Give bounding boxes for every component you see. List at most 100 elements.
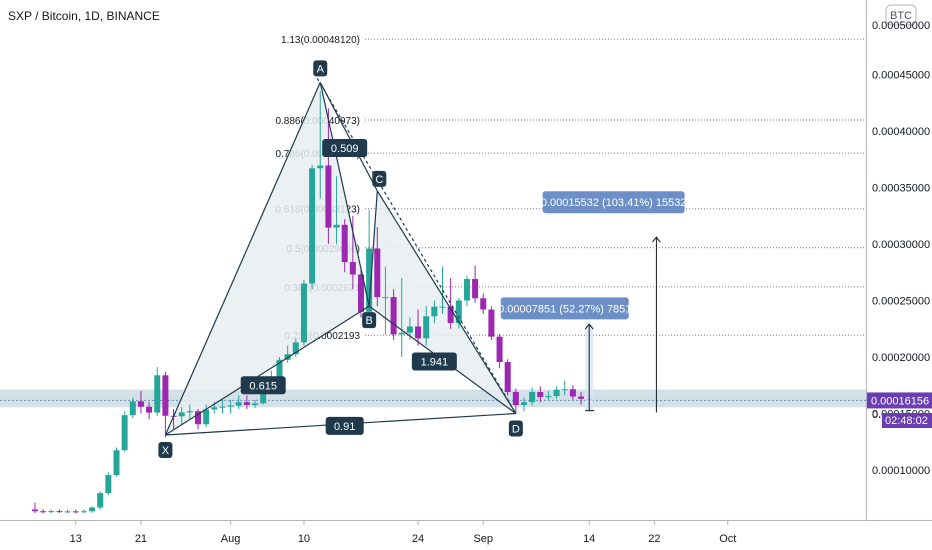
candle-body[interactable] <box>561 389 568 391</box>
time-axis-tick: 24 <box>412 533 424 545</box>
candle-body[interactable] <box>447 306 454 324</box>
pattern-point-a-label: A <box>317 63 325 75</box>
candle-body[interactable] <box>496 336 503 363</box>
candle-body[interactable] <box>203 409 210 425</box>
candle-body[interactable] <box>333 224 340 228</box>
candle-body[interactable] <box>553 389 560 396</box>
price-axis-tick: 0.00020000 <box>872 352 930 364</box>
candle-body[interactable] <box>219 406 226 408</box>
candle-body[interactable] <box>382 297 389 299</box>
candle-body[interactable] <box>341 224 348 263</box>
pattern-leg-ab[interactable] <box>319 82 370 307</box>
candle-body[interactable] <box>439 306 446 308</box>
candle-body[interactable] <box>64 511 71 513</box>
candle-body[interactable] <box>317 165 324 169</box>
candle-body[interactable] <box>504 362 511 393</box>
candle-body[interactable] <box>235 402 242 406</box>
candle-body[interactable] <box>89 507 96 512</box>
candle-body[interactable] <box>252 403 259 406</box>
currency-badge-label: BTC <box>890 10 912 22</box>
candle-body[interactable] <box>276 359 283 377</box>
pattern-leg-xb[interactable] <box>165 305 370 436</box>
candle-body[interactable] <box>129 401 136 416</box>
candle-body[interactable] <box>366 248 373 312</box>
price-axis[interactable]: 0.000100000.000150000.000200000.00025000… <box>872 70 930 478</box>
pattern-leg-xa[interactable] <box>164 82 321 436</box>
pattern-point-c-label: C <box>375 174 383 186</box>
candle-body[interactable] <box>488 309 495 337</box>
pattern-leg-cd[interactable] <box>376 190 517 414</box>
candle-body[interactable] <box>521 402 527 406</box>
pattern-point-b-label: B <box>365 315 372 327</box>
pattern-ratio-badge <box>325 416 364 435</box>
candle-body[interactable] <box>390 297 397 335</box>
bar-countdown-label: 02:48:02 <box>885 415 928 427</box>
candle-body[interactable] <box>32 509 38 512</box>
measure-label: 0.00007851 (52.27%) 7851 <box>498 303 631 315</box>
candle-body[interactable] <box>529 392 536 403</box>
candle-body[interactable] <box>97 493 104 508</box>
candle-body[interactable] <box>56 511 63 513</box>
price-axis-tick-partial: 0.00050000 <box>872 20 930 32</box>
price-range-measurements[interactable]: 0.00007851 (52.27%) 7851 0.00015532 (103.… <box>498 191 686 413</box>
candle-body[interactable] <box>512 392 519 406</box>
candle-body[interactable] <box>105 475 112 494</box>
pattern-leg-ad[interactable] <box>316 78 517 414</box>
measure-label-box[interactable] <box>500 297 629 320</box>
candle-body[interactable] <box>243 402 250 406</box>
candle-body[interactable] <box>431 306 438 317</box>
pattern-ratio-badge <box>240 376 286 395</box>
candle-body[interactable] <box>195 411 201 425</box>
candle-body[interactable] <box>325 165 332 228</box>
pattern-ratio-label: 0.615 <box>249 380 277 392</box>
candle-body[interactable] <box>48 511 55 513</box>
candle-body[interactable] <box>260 386 267 404</box>
pattern-leg-bc[interactable] <box>368 190 378 307</box>
candle-body[interactable] <box>472 279 479 299</box>
harmonic-pattern-lines[interactable] <box>164 78 517 436</box>
candle-body[interactable] <box>154 375 161 413</box>
candle-body[interactable] <box>480 298 487 310</box>
price-axis-tick: 0.00045000 <box>872 70 930 82</box>
candle-body[interactable] <box>374 248 381 298</box>
time-axis-tick: 14 <box>583 533 595 545</box>
candle-body[interactable] <box>569 389 576 397</box>
candlestick-series[interactable] <box>32 91 593 514</box>
candle-body[interactable] <box>398 332 405 335</box>
candle-body[interactable] <box>463 279 470 301</box>
candle-body[interactable] <box>415 326 422 339</box>
measure-arrowhead <box>652 236 661 243</box>
candle-body[interactable] <box>578 396 585 399</box>
price-axis-tick: 0.00010000 <box>872 465 930 477</box>
time-axis[interactable]: 13 21 Aug 10 24 Sep 14 22 Oct <box>70 520 737 545</box>
candle-body[interactable] <box>292 342 299 355</box>
candle-body[interactable] <box>72 511 79 513</box>
measure-arrowhead <box>584 323 594 330</box>
candle-body[interactable] <box>455 300 462 324</box>
candle-body[interactable] <box>178 412 185 417</box>
candle-body[interactable] <box>309 168 316 284</box>
candle-body[interactable] <box>358 274 364 312</box>
candle-body[interactable] <box>227 405 234 407</box>
candle-body[interactable] <box>186 411 193 413</box>
candle-body[interactable] <box>545 395 552 398</box>
candle-body[interactable] <box>146 406 153 413</box>
measure-label-box[interactable] <box>542 191 685 214</box>
candle-body[interactable] <box>80 511 87 513</box>
candle-body[interactable] <box>423 316 430 339</box>
candle-body[interactable] <box>162 375 169 416</box>
candle-body[interactable] <box>121 415 128 451</box>
candle-body[interactable] <box>137 401 144 407</box>
candle-body[interactable] <box>406 326 413 333</box>
pattern-point-x-label: X <box>162 445 170 457</box>
candle-body[interactable] <box>40 511 47 513</box>
pattern-point-badge <box>362 312 377 329</box>
time-axis-tick: Sep <box>473 533 493 545</box>
currency-badge[interactable]: BTC <box>885 4 917 26</box>
candle-body[interactable] <box>113 450 120 476</box>
candle-body[interactable] <box>300 283 307 343</box>
candle-body[interactable] <box>349 262 356 275</box>
candle-body[interactable] <box>537 392 544 398</box>
candle-body[interactable] <box>211 407 218 410</box>
